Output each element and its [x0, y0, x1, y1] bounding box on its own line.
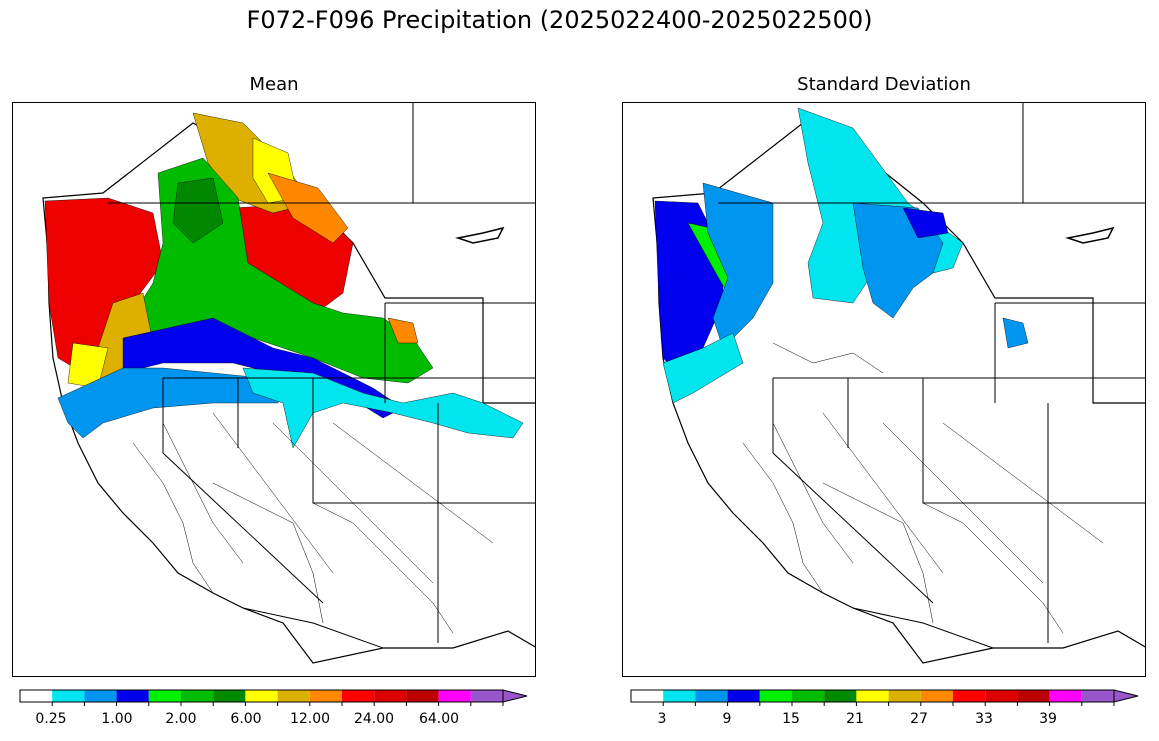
stddev-tick-label: 21	[846, 711, 864, 727]
stddev-tick-label: 27	[910, 711, 928, 727]
colorbar-outline	[19, 689, 504, 703]
colorbar-segment	[695, 690, 728, 702]
colorbar-segment	[470, 690, 503, 702]
stddev-colorbar-ticks: 3 9 15 21 27 33 39	[630, 711, 1142, 731]
stddev-tick-label: 39	[1039, 711, 1057, 727]
state-boundaries	[718, 103, 1145, 649]
colorbar-segment	[920, 690, 953, 702]
region-light-blue-east	[1002, 317, 1029, 349]
stddev-panel-title: Standard Deviation	[797, 74, 971, 95]
colorbar-segment	[727, 690, 760, 702]
mean-tick-label: 2.00	[165, 711, 197, 727]
region-light-blue	[57, 367, 284, 439]
colorbar-segment	[213, 690, 246, 702]
colorbar-segment	[888, 690, 921, 702]
mean-tick-label: 64.00	[418, 711, 460, 727]
region-dark-green	[172, 177, 224, 244]
colorbar-segment	[953, 690, 986, 702]
colorbar-segment	[309, 690, 342, 702]
colorbar-segment	[856, 690, 889, 702]
colorbar-segment	[148, 690, 181, 702]
region-blue-idaho	[902, 207, 949, 239]
region-orange-east	[387, 317, 419, 344]
colorbar-segment	[245, 690, 278, 702]
stddev-map	[622, 102, 1146, 677]
colorbar-segment	[824, 690, 857, 702]
colorbar-segment	[985, 690, 1018, 702]
stddev-tick-label: 3	[657, 711, 667, 727]
colorbar-segment	[342, 690, 375, 702]
mean-tick-label: 24.00	[353, 711, 395, 727]
stddev-tick-label: 33	[975, 711, 993, 727]
region-cyan-south	[662, 332, 744, 404]
colorbar-extend-arrow	[1113, 689, 1139, 703]
colorbar-segment	[52, 690, 85, 702]
region-orange	[267, 172, 349, 244]
mean-tick-label: 0.25	[35, 711, 67, 727]
colorbar-outline	[630, 689, 1115, 703]
colorbar-segment	[1081, 690, 1114, 702]
lake-outline	[455, 226, 505, 244]
colorbar-segment	[181, 690, 214, 702]
colorbar-segment	[1049, 690, 1082, 702]
colorbar-segment	[631, 690, 664, 702]
watershed-lines	[132, 412, 494, 634]
colorbar-segment	[792, 690, 825, 702]
colorbar-segment	[116, 690, 149, 702]
mean-tick-label: 1.00	[101, 711, 133, 727]
colorbar-segment	[277, 690, 310, 702]
figure-title: F072-F096 Precipitation (2025022400-2025…	[246, 6, 873, 34]
colorbar-segment	[438, 690, 471, 702]
stddev-tick-label: 9	[722, 711, 732, 727]
colorbar-segment	[1017, 690, 1050, 702]
mean-panel-title: Mean	[249, 74, 299, 95]
colorbar-segment	[406, 690, 439, 702]
mean-colorbar	[19, 689, 528, 706]
stddev-tick-label: 15	[782, 711, 800, 727]
mean-colorbar-ticks: 0.25 1.00 2.00 6.00 12.00 24.00 64.00	[19, 711, 531, 731]
colorbar-segment	[20, 690, 53, 702]
colorbar-extend-arrow	[502, 689, 528, 703]
state-boundaries	[108, 103, 535, 649]
colorbar-segment	[84, 690, 117, 702]
mean-map	[12, 102, 536, 677]
colorbar-segment	[663, 690, 696, 702]
stddev-colorbar	[630, 689, 1139, 706]
lake-outline	[1065, 226, 1115, 244]
colorbar-segment	[374, 690, 407, 702]
colorbar-segment	[759, 690, 792, 702]
mean-tick-label: 12.00	[289, 711, 331, 727]
mean-tick-label: 6.00	[230, 711, 262, 727]
